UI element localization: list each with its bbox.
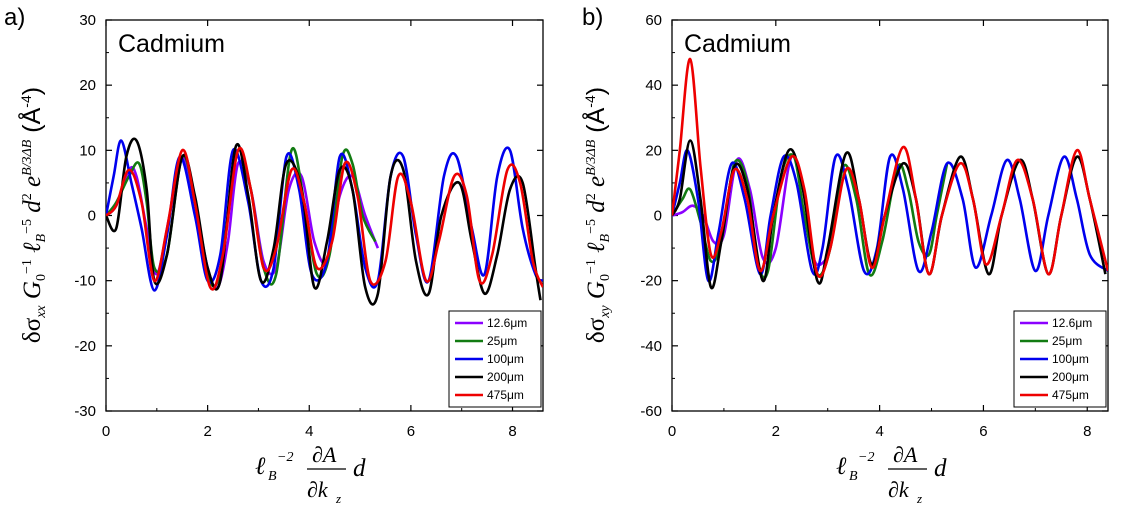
svg-text:−2: −2 [858,450,874,465]
y-tick-label: -30 [74,403,96,420]
series-line-475μm [106,146,543,291]
legend-label: 100μm [1052,352,1089,366]
legend-a: 12.6μm 25μm 100μm 200μm 475μm [448,310,542,408]
legend-label: 25μm [487,334,517,348]
legend-label: 475μm [1052,388,1089,402]
svg-text:∂A: ∂A [893,442,918,467]
x-tick-label: 4 [305,423,313,440]
y-tick-label: -20 [640,273,662,290]
series-group-b [672,57,1108,290]
tick-group-a: 0 2 4 6 8 -30 -20 -10 0 10 20 30 [74,12,543,440]
svg-text:ℓ: ℓ [836,453,847,480]
x-tick-label: 2 [772,423,780,440]
x-tick-label: 4 [875,423,883,440]
legend-label: 475μm [487,388,524,402]
svg-text:∂k: ∂k [888,477,910,502]
svg-text:d: d [353,455,366,482]
y-tick-label: -10 [74,273,96,290]
x-axis-title-b: ℓ B −2 ∂A ∂k z d [836,442,947,506]
y-tick-label: -60 [640,403,662,420]
svg-text:δσxx G0−1 ℓB−5 d2 eB/3ΔB (Å-4): δσxx G0−1 ℓB−5 d2 eB/3ΔB (Å-4) [16,87,49,343]
svg-text:∂k: ∂k [307,477,329,502]
svg-text:z: z [335,491,341,506]
legend-b: 12.6μm 25μm 100μm 200μm 475μm [1013,310,1107,408]
series-line-200μm [106,137,542,306]
svg-text:z: z [916,491,922,506]
x-axis-title-a: ℓ B −2 ∂A ∂k z d [255,442,366,506]
svg-text:−2: −2 [277,450,293,465]
series-line-100μm [672,148,1108,283]
x-tick-label: 6 [407,423,415,440]
svg-text:B: B [849,469,858,484]
legend-label: 200μm [487,370,524,384]
x-tick-label: 2 [203,423,211,440]
y-tick-label: -20 [74,338,96,355]
y-tick-label: 20 [79,77,96,94]
svg-text:δσxy G0−1 ℓB−5 d2 eB/3ΔB (Å-4): δσxy G0−1 ℓB−5 d2 eB/3ΔB (Å-4) [580,87,613,343]
panel-label-a: a) [4,4,25,31]
x-tick-label: 0 [102,423,110,440]
svg-text:∂A: ∂A [312,442,337,467]
panel-a: a) 0 2 4 6 8 -30 -20 -10 0 10 20 30 Cadmium 12.6μm 2… [4,4,544,506]
legend-label: 12.6μm [1052,316,1092,330]
y-tick-label: 40 [645,77,662,94]
series-line-25μm [672,153,949,280]
series-line-475μm [672,57,1108,278]
x-tick-label: 8 [1083,423,1091,440]
svg-text:d: d [934,455,947,482]
tick-group-b: 0 2 4 6 8 -60 -40 -20 0 20 40 60 [640,12,1108,440]
legend-label: 12.6μm [487,316,527,330]
panel-label-b: b) [582,4,603,31]
y-tick-label: 60 [645,12,662,29]
svg-text:ℓ: ℓ [255,453,266,480]
y-tick-label: 10 [79,142,96,159]
series-group-a [106,137,543,306]
y-tick-label: -40 [640,338,662,355]
annotation-label-a: Cadmium [118,30,225,58]
svg-text:B: B [268,469,277,484]
annotation-label-b: Cadmium [684,30,791,58]
legend-label: 25μm [1052,334,1082,348]
x-tick-label: 8 [508,423,516,440]
y-tick-label: 0 [88,208,96,225]
y-tick-label: 20 [645,142,662,159]
panel-b: b) 0 2 4 6 8 -60 -40 -20 0 20 40 60 Cadmium 12.6μm 2… [580,4,1109,506]
x-tick-label: 6 [979,423,987,440]
legend-label: 100μm [487,352,524,366]
y-tick-label: 30 [79,12,96,29]
legend-label: 200μm [1052,370,1089,384]
y-tick-label: 0 [654,208,662,225]
y-axis-title-b: δσxy G0−1 ℓB−5 d2 eB/3ΔB (Å-4) [580,87,613,343]
y-axis-title-a: δσxx G0−1 ℓB−5 d2 eB/3ΔB (Å-4) [16,87,49,343]
x-tick-label: 0 [668,423,676,440]
